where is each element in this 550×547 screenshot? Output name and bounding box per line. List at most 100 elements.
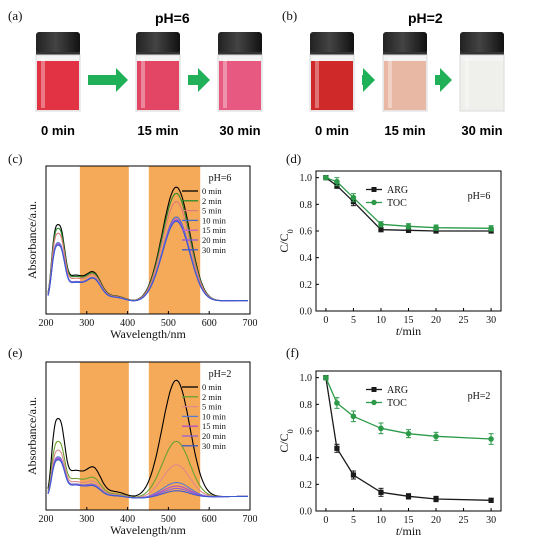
x-tick-label: 0 <box>323 315 328 326</box>
vial-shine <box>223 58 227 108</box>
series-line <box>325 177 492 232</box>
photo-b: 0 min 15 min 30 min <box>309 32 505 138</box>
legend-entry: 20 min <box>202 431 227 441</box>
data-point <box>488 497 494 503</box>
legend-entry: 30 min <box>202 245 227 255</box>
y-tick-label: 0.4 <box>300 453 313 464</box>
vial-cap-rim <box>460 52 504 55</box>
arrow-head <box>198 68 210 92</box>
data-point <box>350 194 357 201</box>
photo-a: 0 min 15 min 30 min <box>35 32 263 138</box>
vial-cap <box>218 32 262 54</box>
vial-liquid <box>37 61 79 110</box>
highlight-band <box>79 362 129 510</box>
legend-entry: TOC <box>387 198 407 209</box>
vial: 15 min <box>382 32 428 138</box>
legend-marker <box>371 399 377 406</box>
x-tick-label: 20 <box>431 315 441 326</box>
x-axis-label: t/min <box>396 324 421 338</box>
x-tick-label: 25 <box>459 515 469 526</box>
vial-shine <box>465 58 469 108</box>
vial: 0 min <box>309 32 355 138</box>
vial-cap-rim <box>383 52 427 55</box>
x-tick-label: 200 <box>39 318 54 329</box>
legend-marker <box>371 187 377 192</box>
x-tick-label: 30 <box>486 515 496 526</box>
vial-cap-rim <box>218 52 262 55</box>
x-tick-label: 600 <box>202 514 217 525</box>
data-point <box>378 425 384 432</box>
plot-frame <box>45 361 251 511</box>
spectrum-line <box>47 457 248 499</box>
vial-liquid <box>384 61 426 110</box>
vial-time-label: 0 min <box>41 123 75 138</box>
arrow-shaft <box>362 75 363 85</box>
spectrum-line <box>47 379 248 498</box>
spectrum-line <box>47 456 248 499</box>
y-tick-label: 0.8 <box>300 400 313 411</box>
photo-a-title: pH=6 <box>155 10 190 26</box>
vial-shine <box>315 58 319 108</box>
y-tick-label: 0.6 <box>300 227 313 238</box>
ph-annotation: pH=2 <box>209 369 232 380</box>
legend-entry: 5 min <box>202 402 222 412</box>
y-tick-label: 0.4 <box>300 253 313 264</box>
vial-shine <box>41 58 45 108</box>
ph-annotation: pH=6 <box>209 173 232 184</box>
arrow-head <box>363 68 375 92</box>
data-point <box>433 224 439 231</box>
data-point <box>405 430 412 437</box>
data-point <box>405 227 412 233</box>
y-tick-label: 0.2 <box>300 480 313 491</box>
plot-frame <box>45 165 251 315</box>
vial: 30 min <box>217 32 263 138</box>
photo-b-title: pH=2 <box>408 10 443 26</box>
y-axis-label: C/C0 <box>277 429 295 452</box>
x-tick-label: 5 <box>351 515 356 526</box>
arrow-shaft <box>435 75 440 85</box>
data-point <box>334 445 340 451</box>
ph-annotation: pH=2 <box>468 391 491 402</box>
x-tick-label: 5 <box>351 315 356 326</box>
data-point <box>405 493 412 499</box>
x-tick-label: 700 <box>243 514 258 525</box>
vial-shine <box>388 58 392 108</box>
y-axis-label: Absorbance/a.u. <box>25 397 39 475</box>
x-tick-label: 15 <box>404 315 414 326</box>
y-tick-label: 0.0 <box>300 307 313 318</box>
vial-liquid <box>461 61 503 110</box>
arrow <box>435 68 452 92</box>
arrow <box>188 68 210 92</box>
data-point <box>334 400 340 406</box>
legend-entry: 0 min <box>202 186 222 196</box>
panel-label-c: (c) <box>8 151 22 166</box>
vial: 0 min <box>35 32 81 138</box>
vial-time-label: 30 min <box>461 123 502 138</box>
panel-label-e: (e) <box>8 345 22 360</box>
x-tick-label: 200 <box>39 514 54 525</box>
vial-time-label: 15 min <box>137 123 178 138</box>
x-tick-label: 30 <box>486 315 496 326</box>
data-point <box>334 178 340 185</box>
vial-time-label: 30 min <box>219 123 260 138</box>
vial-cap-rim <box>136 52 180 55</box>
x-tick-label: 700 <box>243 318 258 329</box>
legend-entry: ARG <box>387 385 408 396</box>
vial-cap-rim <box>36 52 80 55</box>
data-point <box>378 489 384 495</box>
y-tick-label: 0.6 <box>300 427 313 438</box>
x-axis-label: Wavelength/nm <box>110 523 186 537</box>
legend-entry: 30 min <box>202 441 227 451</box>
legend-entry: 0 min <box>202 382 222 392</box>
vial-shine <box>141 58 145 108</box>
y-tick-label: 0.0 <box>300 507 313 518</box>
legend-marker <box>371 387 377 392</box>
data-point <box>323 174 329 181</box>
legend-entry: 10 min <box>202 411 227 421</box>
chart-d: 0 5 10 15 20 25 30 0.0 0.2 0.4 0.6 0.8 1.0 t/min C/C0 p… <box>277 170 502 338</box>
vial-time-label: 15 min <box>384 123 425 138</box>
x-tick-label: 25 <box>459 315 469 326</box>
y-tick-label: 1.0 <box>300 373 313 384</box>
vial: 30 min <box>459 32 505 138</box>
arrow-head <box>116 68 128 92</box>
